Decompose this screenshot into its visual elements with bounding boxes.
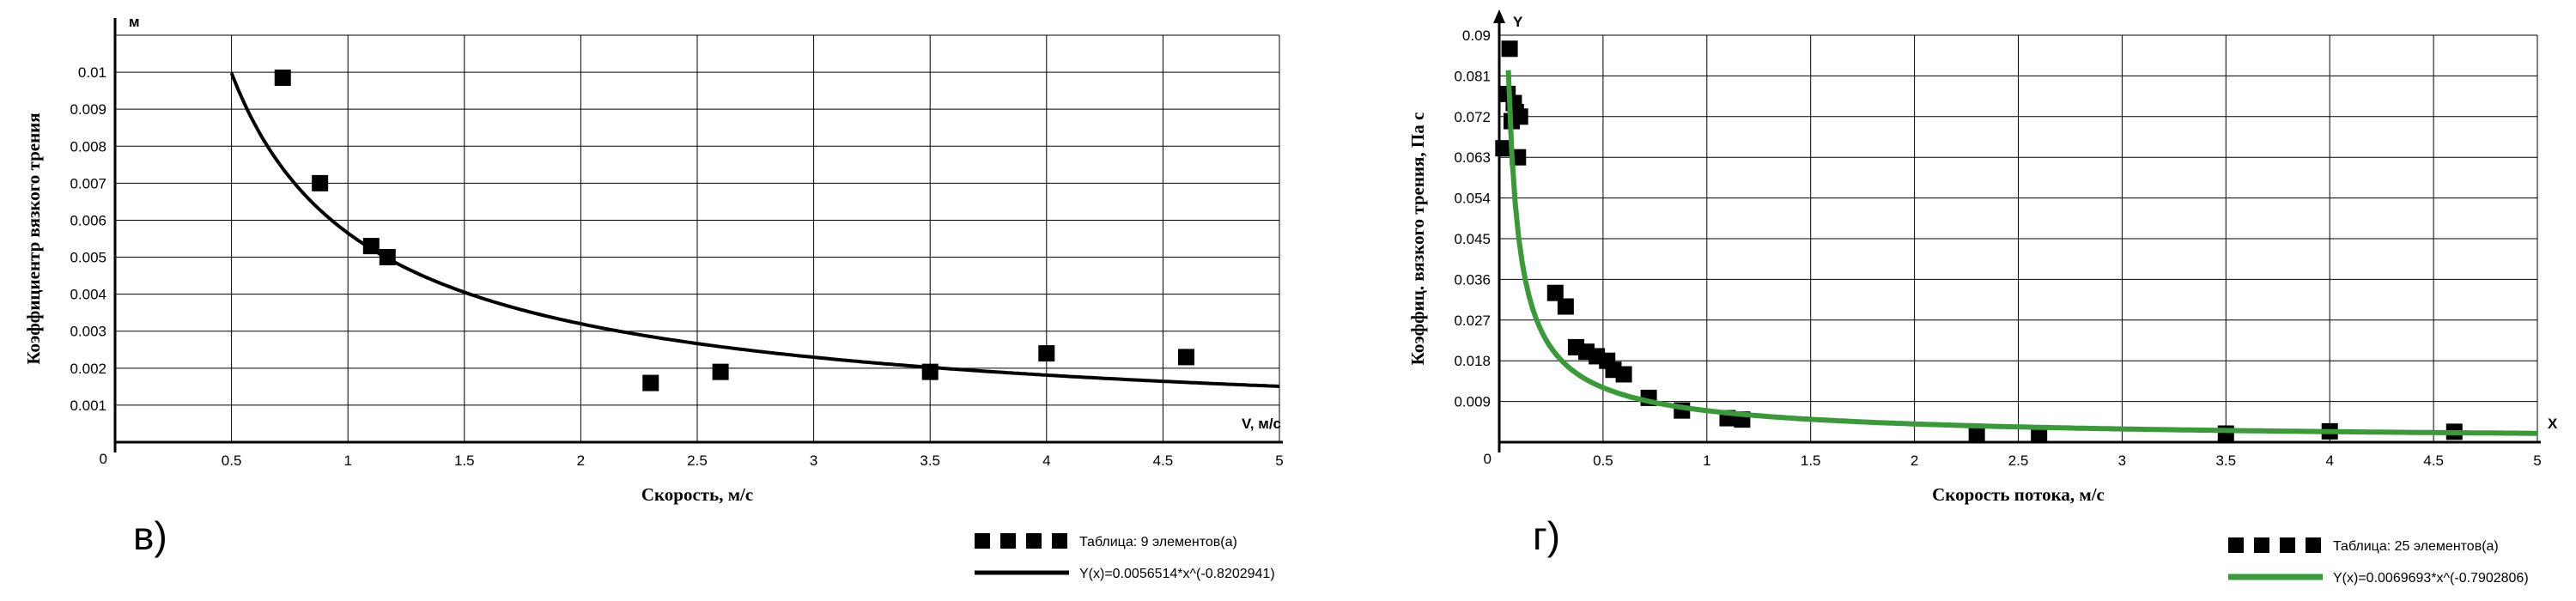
- data-point: [1968, 427, 1985, 444]
- data-point: [712, 363, 729, 380]
- x-tick-label: 3.5: [920, 452, 940, 469]
- x-tick-label: 3: [2118, 452, 2126, 469]
- y-tick-label: 0.036: [1454, 271, 1491, 288]
- y-tick-label: 0.003: [70, 324, 106, 340]
- y-axis-unit-label: Y: [1513, 14, 1523, 30]
- y-tick-label: 0.072: [1454, 109, 1491, 125]
- y-tick-label: 0.081: [1454, 68, 1491, 84]
- x-tick-label: 4.5: [2423, 452, 2444, 469]
- data-point: [1501, 40, 1518, 58]
- x-tick-label: 1: [343, 452, 351, 469]
- x-axis-unit-label: V, м/с: [1242, 416, 1281, 432]
- data-point: [1511, 108, 1528, 125]
- legend-marker-square: [1026, 533, 1042, 549]
- legend-marker-square: [2306, 537, 2321, 553]
- y-tick-label: 0.09: [1462, 27, 1491, 44]
- x-tick-label: 2: [577, 452, 585, 469]
- data-point: [312, 174, 329, 191]
- x-tick-label: 1: [1703, 452, 1710, 469]
- x-tick-label: 4: [2325, 452, 2333, 469]
- legend-label-curve: Y(x)=0.0069693*x^(-0.7902806): [2333, 571, 2529, 586]
- y-axis-arrow: [1493, 9, 1505, 23]
- data-point: [1178, 349, 1195, 366]
- y-axis-title: Коэффициентр вязкого трения: [23, 112, 44, 364]
- x-axis-title: Скорость, м/с: [641, 484, 753, 505]
- data-point: [1495, 140, 1512, 157]
- y-tick-label: 0.007: [70, 175, 106, 191]
- y-tick-label: 0.045: [1454, 231, 1491, 247]
- x-tick-label: 1.5: [454, 452, 475, 469]
- chart-viscous-friction-g: 0.5 1 1.5 2 2.5 3 3.5 4 4.5 5 0.009 0.018 0.027 0.036…: [1407, 9, 2558, 586]
- legend-label-points: Таблица: 9 элементов(а): [1079, 535, 1237, 549]
- x-tick-label: 2: [1911, 452, 1918, 469]
- y-tick-label: 0.004: [70, 287, 106, 303]
- x-tick-label: 5: [2533, 452, 2541, 469]
- x-tick-label: 5: [1275, 452, 1283, 469]
- y-tick-label: 0.054: [1454, 191, 1491, 207]
- y-tick-label: 0.063: [1454, 149, 1491, 166]
- x-tick-label: 4.5: [1153, 452, 1174, 469]
- x-tick-label: 3: [810, 452, 817, 469]
- origin-label: 0: [100, 451, 107, 467]
- data-point: [1038, 345, 1055, 362]
- y-axis-unit-label: м: [129, 14, 140, 30]
- y-tick-label: 0.01: [78, 64, 106, 81]
- x-axis-unit-label: X: [2548, 416, 2558, 432]
- data-point: [1546, 284, 1564, 301]
- origin-label: 0: [1484, 451, 1492, 467]
- fit-curve: [1505, 70, 2537, 436]
- y-axis-title: Коэффиц. вязкого трения, Па с: [1407, 112, 1428, 366]
- y-tick-label: 0.002: [70, 361, 106, 377]
- legend-marker-square: [2280, 537, 2295, 553]
- legend-marker-square: [1052, 533, 1067, 549]
- data-point: [1557, 298, 1574, 315]
- panel-label: г): [1533, 513, 1560, 558]
- legend-marker-square: [975, 533, 990, 549]
- legend-marker-square: [2228, 537, 2244, 553]
- y-tick-label: 0.008: [70, 138, 106, 155]
- data-point: [274, 70, 291, 87]
- y-tick-label: 0.018: [1454, 353, 1491, 369]
- x-tick-label: 4: [1042, 452, 1050, 469]
- x-tick-label: 2.5: [2008, 452, 2029, 469]
- fit-curve: [229, 72, 1280, 388]
- y-tick-label: 0.009: [70, 101, 106, 118]
- x-tick-label: 3.5: [2215, 452, 2236, 469]
- x-tick-label: 1.5: [1801, 452, 1821, 469]
- y-tick-label: 0.027: [1454, 313, 1491, 329]
- y-tick-label: 0.009: [1454, 394, 1491, 410]
- legend-label-points: Таблица: 25 элементов(а): [2333, 539, 2499, 554]
- x-tick-label: 0.5: [1593, 452, 1613, 469]
- data-point: [1615, 366, 1632, 383]
- y-tick-label: 0.005: [70, 250, 106, 266]
- x-tick-label: 2.5: [687, 452, 708, 469]
- legend-marker-square: [1000, 533, 1016, 549]
- chart-viscous-friction-v: 0.5 1 1.5 2 2.5 3 3.5 4 4.5 5 0.001 0.002 0.003 0.004…: [23, 14, 1284, 581]
- data-point: [642, 374, 659, 392]
- legend-marker-square: [2254, 537, 2269, 553]
- legend-label-curve: Y(x)=0.0056514*x^(-0.8202941): [1079, 567, 1275, 581]
- panel-label: в): [133, 513, 167, 558]
- x-tick-label: 0.5: [222, 452, 242, 469]
- x-axis-title: Скорость потока, м/с: [1932, 484, 2105, 505]
- y-tick-label: 0.001: [70, 398, 106, 414]
- y-tick-label: 0.006: [70, 212, 106, 228]
